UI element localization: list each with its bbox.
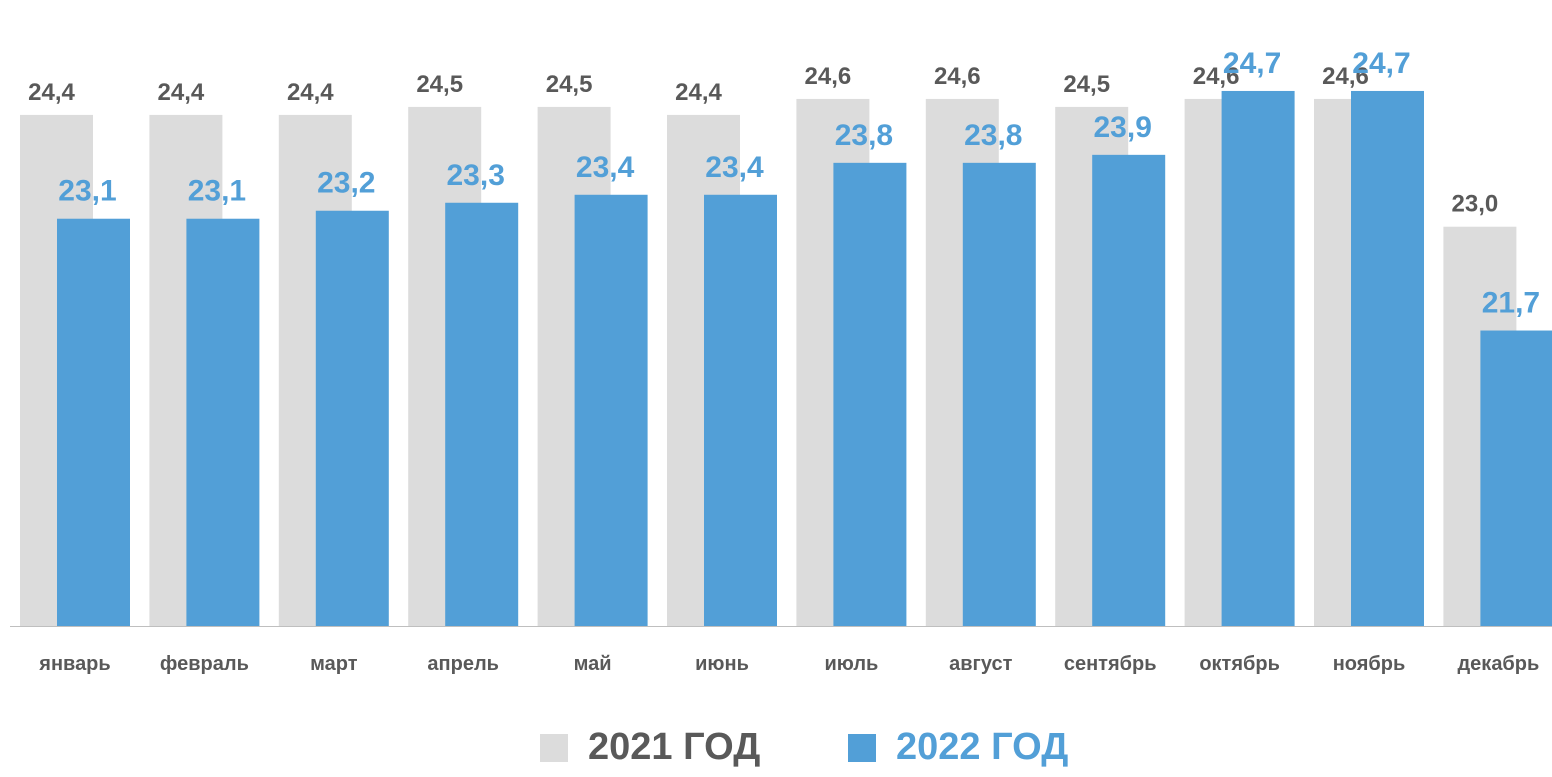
category-label: февраль — [160, 653, 249, 675]
legend-swatch-2022 — [848, 733, 876, 762]
data-label-2021: 24,6 — [1322, 63, 1369, 90]
category-label: май — [574, 653, 612, 675]
category-label: март — [310, 653, 358, 675]
data-label-2021: 24,4 — [287, 79, 334, 106]
legend-item-2022: 2022 ГОД — [848, 726, 1068, 769]
data-label-2021: 23,0 — [1452, 191, 1499, 218]
category-label: апрель — [427, 653, 499, 675]
bar-2022 — [1092, 154, 1166, 627]
data-label-2022: 23,4 — [705, 151, 764, 184]
legend-item-2021: 2021 ГОД — [540, 726, 760, 769]
data-label-2022: 23,4 — [576, 151, 635, 184]
data-label-2022: 23,8 — [964, 119, 1022, 152]
data-label-2022: 23,9 — [1094, 111, 1152, 144]
data-label-2021: 24,4 — [28, 79, 75, 106]
bar-2022 — [186, 218, 260, 626]
data-label-2021: 24,6 — [934, 63, 981, 90]
data-label-2022: 23,2 — [317, 167, 375, 200]
category-label: октябрь — [1199, 653, 1280, 675]
bar-2022 — [962, 162, 1036, 627]
bar-2022 — [1351, 90, 1424, 626]
data-label-2022: 24,7 — [1223, 47, 1281, 80]
category-label: июль — [824, 653, 878, 675]
data-label-2021: 24,5 — [1063, 71, 1110, 98]
legend-label-2022: 2022 ГОД — [896, 726, 1069, 768]
category-label: декабрь — [1457, 653, 1539, 675]
data-label-2021: 24,5 — [546, 71, 593, 98]
data-label-2022: 23,1 — [58, 175, 116, 208]
category-label: сентябрь — [1064, 653, 1157, 675]
data-label-2021: 24,6 — [805, 63, 852, 90]
data-label-2022: 24,7 — [1352, 47, 1410, 80]
data-label-2022: 23,1 — [188, 175, 246, 208]
bar-2022 — [1480, 330, 1552, 626]
data-label-2021: 24,6 — [1193, 63, 1240, 90]
bar-2022 — [833, 162, 907, 627]
bar-2022 — [57, 218, 130, 626]
bar-2022 — [445, 202, 519, 626]
data-label-2022: 23,3 — [447, 159, 505, 192]
category-label: август — [949, 653, 1012, 675]
data-label-2022: 23,8 — [835, 119, 893, 152]
category-label: январь — [38, 653, 110, 675]
legend: 2021 ГОД 2022 ГОД — [0, 726, 1552, 776]
bar-chart: 24,4 23,1 январь 24,4 23,1 февраль 24,4 23,2 мар… — [10, 47, 1552, 675]
legend-swatch-2021 — [540, 733, 568, 762]
bar-2022 — [704, 194, 777, 626]
bar-2022 — [1221, 90, 1295, 626]
category-label: июнь — [695, 653, 749, 675]
category-label: ноябрь — [1333, 653, 1406, 675]
data-label-2022: 21,7 — [1482, 287, 1540, 320]
data-label-2021: 24,4 — [158, 79, 205, 106]
data-label-2021: 24,4 — [675, 79, 722, 106]
bar-2022 — [315, 210, 389, 626]
bar-2022 — [574, 194, 648, 626]
legend-label-2021: 2021 ГОД — [588, 726, 761, 768]
data-label-2021: 24,5 — [416, 71, 463, 98]
